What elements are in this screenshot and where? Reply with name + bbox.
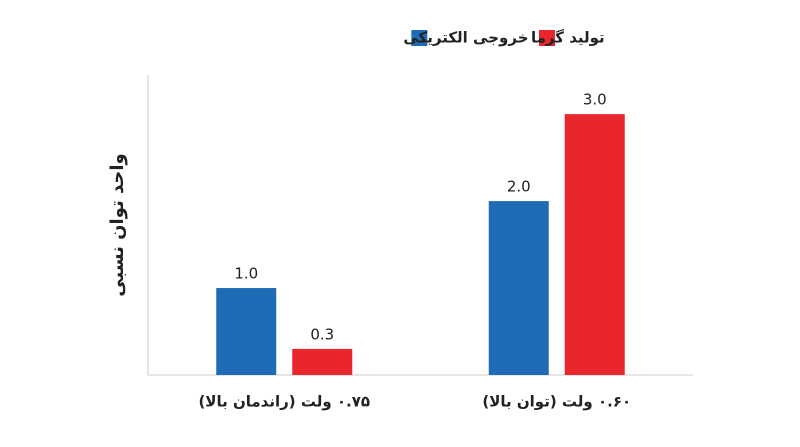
x-tick-label: ۰.۶۰ ولت (توان بالا): [482, 393, 631, 411]
value-label: 2.0: [507, 178, 531, 196]
legend-label: خروجی الکتریکی: [403, 29, 528, 47]
value-label: 3.0: [583, 91, 607, 109]
legend-swatch: [411, 30, 428, 46]
x-tick-label: ۰.۷۵ ولت (راندمان بالا): [198, 393, 370, 411]
legend-swatch: [539, 30, 555, 46]
bar: [488, 201, 549, 375]
value-label: 1.0: [234, 265, 258, 283]
value-label: 0.3: [310, 325, 334, 343]
y-axis-label: واحد توان نسبی: [107, 153, 128, 296]
bar: [292, 348, 353, 375]
bar: [216, 288, 277, 375]
bar: [564, 114, 625, 375]
legend-label: تولید گرما: [531, 29, 605, 47]
